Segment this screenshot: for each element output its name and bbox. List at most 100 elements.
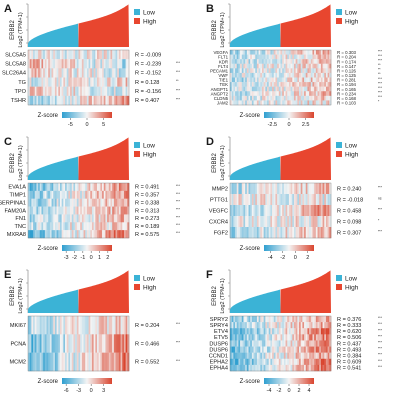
- heatmap-cell: [322, 328, 325, 335]
- heatmap-cell: [115, 68, 118, 78]
- heatmap-cell: [270, 95, 273, 101]
- heatmap-cell: [312, 352, 315, 359]
- heatmap-cell: [268, 364, 271, 372]
- heatmap-cell: [305, 334, 308, 341]
- heatmap-cell: [312, 334, 315, 341]
- heatmap-row: [230, 72, 332, 78]
- heatmap-cell: [314, 364, 317, 372]
- heatmap-cell: [288, 340, 291, 347]
- heatmap-cell: [302, 358, 305, 366]
- heatmap-cell: [309, 194, 312, 206]
- heatmap-cell: [255, 183, 258, 195]
- heatmap-cell: [265, 194, 268, 206]
- heatmap-cell: [51, 206, 54, 215]
- heatmap-row: [230, 95, 332, 101]
- heatmap-cell: [314, 183, 317, 195]
- heatmap-cell: [81, 190, 84, 199]
- heatmap-cell: [34, 95, 37, 106]
- heatmap-cell: [105, 334, 108, 353]
- heatmap-cell: [251, 72, 254, 78]
- correlation-label: R = 0.466: [135, 341, 159, 347]
- heatmap-cell: [272, 216, 275, 228]
- heatmap-cell: [325, 364, 328, 372]
- heatmap-cell: [322, 216, 325, 228]
- heatmap-cell: [73, 230, 76, 239]
- heatmap-cell: [278, 316, 281, 323]
- heatmap-cell: [245, 334, 248, 341]
- heatmap-cell: [127, 95, 130, 106]
- heatmap-cell: [41, 86, 44, 97]
- heatmap-cell: [86, 59, 89, 69]
- heatmap-cell: [307, 72, 310, 78]
- correlation-label: R = 0.313: [135, 208, 159, 214]
- heatmap-cell: [250, 194, 253, 206]
- heatmap-cell: [293, 82, 296, 87]
- heatmap-row: [230, 50, 332, 55]
- heatmap-cell: [81, 352, 84, 372]
- expression-axis-label: ERBB2 Log2 (TPM+1): [212, 12, 226, 47]
- heatmap-cell: [75, 214, 78, 223]
- heatmap-cell: [272, 227, 275, 239]
- heatmap-cell: [309, 346, 312, 353]
- significance-mark: ***: [176, 184, 181, 188]
- heatmap-cell: [288, 328, 291, 335]
- heatmap-cell: [270, 54, 273, 60]
- heatmap-cell: [307, 346, 310, 353]
- heatmap-cell: [277, 194, 280, 206]
- heatmap-cell: [250, 77, 253, 83]
- heatmap-cell: [230, 183, 232, 195]
- heatmap-cell: [290, 205, 293, 217]
- heatmap-cell: [278, 63, 281, 69]
- heatmap-cell: [238, 100, 241, 106]
- heatmap-cell: [65, 198, 68, 207]
- heatmap-cell: [283, 86, 286, 92]
- heatmap-cell: [70, 230, 73, 239]
- heatmap-cell: [253, 205, 256, 217]
- heatmap-cell: [122, 59, 125, 69]
- legend-label-high: High: [143, 152, 157, 159]
- significance-mark: ***: [176, 359, 181, 363]
- heatmap-cell: [283, 54, 286, 60]
- heatmap-cell: [302, 100, 305, 106]
- heatmap-cell: [103, 316, 106, 335]
- heatmap-cell: [238, 77, 241, 83]
- heatmap-cell: [319, 95, 322, 101]
- heatmap-cell: [292, 77, 295, 83]
- correlation-label: R = 0.458: [337, 208, 361, 214]
- heatmap-cell: [102, 352, 105, 372]
- heatmap-cell: [100, 190, 103, 199]
- heatmap-cell: [314, 82, 317, 87]
- heatmap-cell: [91, 206, 94, 215]
- heatmap-cell: [263, 340, 266, 347]
- heatmap-cell: [320, 316, 323, 323]
- heatmap-cell: [251, 86, 254, 92]
- heatmap-cell: [277, 216, 280, 228]
- heatmap-cell: [59, 68, 62, 78]
- heatmap-cell: [265, 216, 268, 228]
- heatmap-cell: [231, 183, 234, 195]
- heatmap-cell: [267, 205, 270, 217]
- heatmap-cell: [293, 334, 296, 341]
- heatmap-cell: [283, 334, 286, 341]
- heatmap-cell: [236, 77, 239, 83]
- heatmap-cell: [115, 183, 118, 192]
- heatmap-cell: [315, 68, 318, 74]
- heatmap-cell: [251, 340, 254, 347]
- heatmap-cell: [300, 322, 303, 329]
- heatmap-cell: [290, 72, 293, 78]
- heatmap-cell: [123, 206, 126, 215]
- heatmap-cell: [230, 100, 232, 106]
- gene-label: TG: [18, 80, 26, 86]
- heatmap-cell: [319, 183, 322, 195]
- correlation-label: R = 0.240: [337, 186, 361, 192]
- heatmap-cell: [282, 50, 285, 55]
- heatmap-cell: [123, 316, 126, 335]
- heatmap-cell: [241, 316, 244, 323]
- heatmap-cell: [33, 352, 36, 372]
- heatmap-cell: [88, 334, 91, 353]
- heatmap-cell: [324, 216, 327, 228]
- heatmap-cell: [245, 328, 248, 335]
- heatmap-cell: [309, 334, 312, 341]
- heatmap-cell: [285, 50, 288, 55]
- heatmap-cell: [270, 100, 273, 106]
